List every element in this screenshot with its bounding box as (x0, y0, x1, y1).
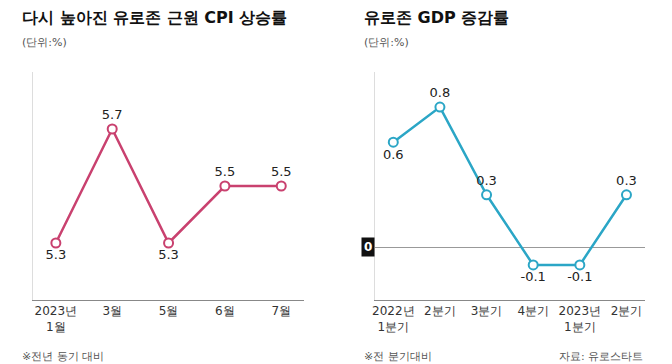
svg-text:유로존 GDP 증감률: 유로존 GDP 증감률 (364, 8, 509, 27)
svg-text:※전년 동기 대비: ※전년 동기 대비 (22, 350, 104, 363)
svg-text:7월: 7월 (271, 304, 291, 318)
svg-text:3월: 3월 (102, 304, 122, 318)
svg-text:다시 높아진 유로존 근원 CPI 상승률: 다시 높아진 유로존 근원 CPI 상승률 (22, 8, 287, 27)
svg-text:5월: 5월 (159, 304, 179, 318)
svg-text:2023년1분기: 2023년1분기 (559, 304, 602, 334)
svg-text:5.7: 5.7 (102, 107, 123, 122)
svg-text:5.3: 5.3 (158, 247, 179, 262)
svg-text:2분기: 2분기 (424, 304, 456, 318)
svg-text:0.3: 0.3 (616, 173, 637, 188)
svg-text:자료: 유로스타트: 자료: 유로스타트 (559, 350, 643, 363)
svg-text:(단위:%): (단위:%) (364, 36, 409, 49)
svg-text:-0.1: -0.1 (521, 269, 546, 284)
svg-text:3분기: 3분기 (471, 304, 503, 318)
svg-text:5.3: 5.3 (46, 247, 67, 262)
svg-text:4분기: 4분기 (517, 304, 549, 318)
svg-text:5.5: 5.5 (215, 164, 236, 179)
svg-text:0.3: 0.3 (476, 173, 497, 188)
svg-text:5.5: 5.5 (271, 164, 292, 179)
svg-text:2023년1월: 2023년1월 (35, 304, 78, 334)
svg-text:(단위:%): (단위:%) (22, 36, 67, 49)
svg-text:2022년1분기: 2022년1분기 (372, 304, 415, 334)
svg-text:0.6: 0.6 (383, 147, 404, 162)
svg-text:-0.1: -0.1 (567, 269, 592, 284)
svg-text:6월: 6월 (215, 304, 235, 318)
svg-text:0.8: 0.8 (430, 85, 451, 100)
svg-text:※전 분기대비: ※전 분기대비 (364, 350, 432, 363)
svg-text:0: 0 (364, 240, 372, 254)
svg-text:2분기: 2분기 (611, 304, 643, 318)
